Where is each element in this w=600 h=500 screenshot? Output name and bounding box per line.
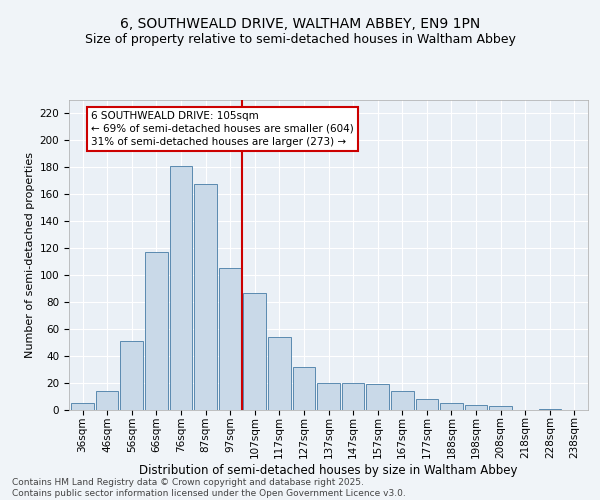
- Text: 6 SOUTHWEALD DRIVE: 105sqm
← 69% of semi-detached houses are smaller (604)
31% o: 6 SOUTHWEALD DRIVE: 105sqm ← 69% of semi…: [91, 111, 354, 147]
- Bar: [416, 399, 438, 410]
- X-axis label: Distribution of semi-detached houses by size in Waltham Abbey: Distribution of semi-detached houses by …: [139, 464, 518, 477]
- Bar: [465, 404, 487, 410]
- Text: 6, SOUTHWEALD DRIVE, WALTHAM ABBEY, EN9 1PN: 6, SOUTHWEALD DRIVE, WALTHAM ABBEY, EN9 …: [120, 18, 480, 32]
- Bar: [268, 337, 290, 410]
- Bar: [391, 391, 413, 410]
- Bar: [490, 406, 512, 410]
- Bar: [121, 342, 143, 410]
- Bar: [96, 391, 118, 410]
- Bar: [219, 268, 241, 410]
- Bar: [170, 166, 192, 410]
- Bar: [539, 408, 561, 410]
- Text: Size of property relative to semi-detached houses in Waltham Abbey: Size of property relative to semi-detach…: [85, 32, 515, 46]
- Bar: [440, 404, 463, 410]
- Bar: [194, 184, 217, 410]
- Bar: [145, 252, 167, 410]
- Bar: [367, 384, 389, 410]
- Bar: [244, 292, 266, 410]
- Bar: [317, 383, 340, 410]
- Text: Contains HM Land Registry data © Crown copyright and database right 2025.
Contai: Contains HM Land Registry data © Crown c…: [12, 478, 406, 498]
- Bar: [293, 367, 315, 410]
- Y-axis label: Number of semi-detached properties: Number of semi-detached properties: [25, 152, 35, 358]
- Bar: [71, 404, 94, 410]
- Bar: [342, 383, 364, 410]
